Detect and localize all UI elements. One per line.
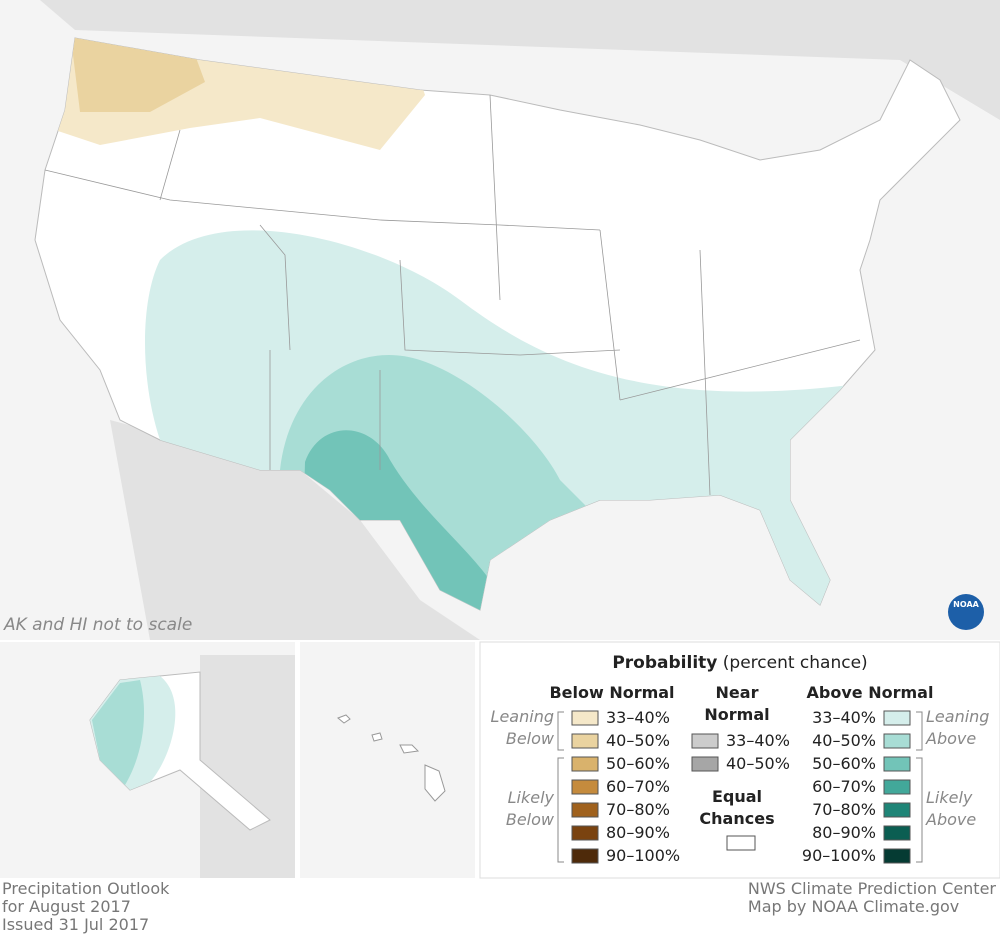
footer-line: NWS Climate Prediction Center [747,879,996,898]
above-heading: Above Normal [806,683,934,702]
near-heading: Near Normal [704,683,770,724]
near-label: 40–50% [726,754,790,773]
likely-above: Likely Above [926,788,977,829]
below-label: 50–60% [606,754,670,773]
leaning-above: Leaning Above [926,707,990,748]
above-label: 80–90% [812,823,876,842]
below-swatch [571,825,599,841]
noaa-logo [948,594,984,630]
likely-below: Likely Below [505,788,554,829]
above-swatch [883,848,911,864]
above-label: 40–50% [812,731,876,750]
below-label: 70–80% [606,800,670,819]
above-label: 50–60% [812,754,876,773]
leaning-below: Leaning Below [490,707,554,748]
above-label: 90–100% [801,846,876,865]
above-swatch [883,756,911,772]
state-lines [44,94,861,496]
footer-line: Precipitation Outlook [2,879,170,898]
footer-line: Issued 31 Jul 2017 [2,915,150,934]
below-label: 80–90% [606,823,670,842]
footer-line: Map by NOAA Climate.gov [747,897,960,916]
above-label: 60–70% [812,777,876,796]
footer-left: Precipitation Outlook for August 2017 Issu… [2,880,169,934]
footer-right: NWS Climate Prediction Center Map by NOAA… [748,880,996,916]
below-swatch [571,779,599,795]
below-label: 60–70% [606,777,670,796]
below-label: 40–50% [606,731,670,750]
map-note: AK and HI not to scale [4,615,193,635]
below-swatch [571,756,599,772]
below-swatch [571,802,599,818]
mexico [110,420,480,640]
canada-ak [200,655,295,878]
legend-title-main: Probability [612,653,718,673]
above-swatch [883,710,911,726]
above-label: 33–40% [812,708,876,727]
legend-subtitle: (percent chance) [722,653,868,673]
alaska-leaning2 [92,680,145,785]
above-label: 70–80% [812,800,876,819]
below-swatch [571,710,599,726]
below-swatch [571,733,599,749]
near-swatch [691,756,719,772]
near-swatch [691,733,719,749]
above-swatch [883,733,911,749]
equal-swatch [726,835,756,851]
above-swatch [883,825,911,841]
logo-text: NOAA [953,600,979,609]
legend-title: Probability (percent chance) [480,652,1000,674]
above-swatch [883,779,911,795]
brackets [557,711,923,863]
below-heading: Below Normal [549,683,675,702]
above-swatch [883,802,911,818]
below-label: 33–40% [606,708,670,727]
equal-chances: Equal Chances [699,787,775,828]
near-label: 33–40% [726,731,790,750]
below-swatch [571,848,599,864]
hawaii [337,714,446,802]
footer-line: for August 2017 [2,897,131,916]
canada [0,0,1000,120]
below-label: 90–100% [606,846,681,865]
hawaii-panel [300,642,475,878]
